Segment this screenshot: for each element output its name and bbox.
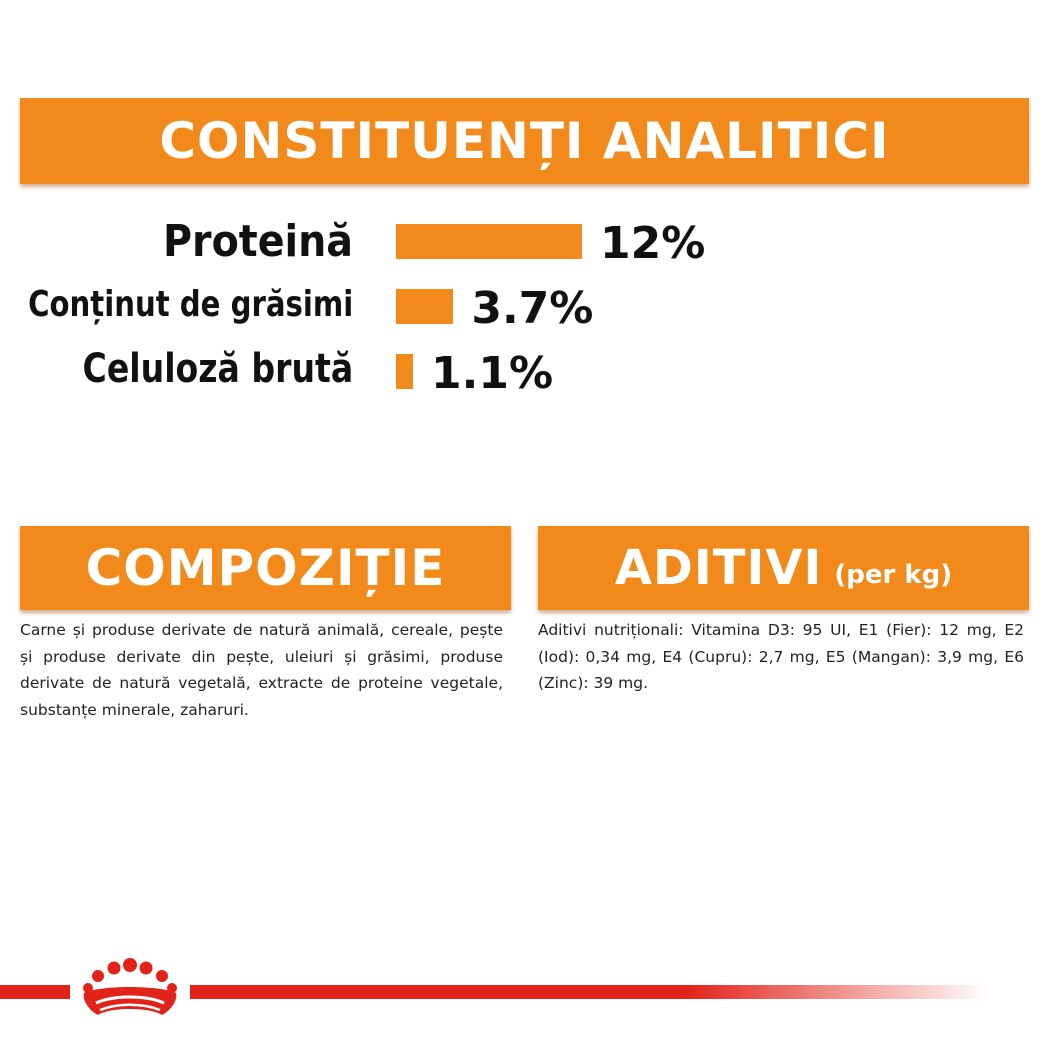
composition-title: COMPOZIȚIE <box>85 539 446 597</box>
fat-content-value: 3.7% <box>471 283 594 334</box>
protein-bar <box>396 224 582 259</box>
crude-fiber-bar <box>396 354 414 389</box>
composition-text: Carne și produse derivate de natură anim… <box>20 621 503 719</box>
protein-label: Proteină <box>163 216 353 267</box>
composition-banner: COMPOZIȚIE <box>20 526 511 610</box>
additives-text: Aditivi nutriționali: Vitamina D3: 95 UI… <box>538 621 1024 692</box>
brand-line-left <box>0 985 70 999</box>
additives-banner: ADITIVI (per kg) <box>538 526 1029 610</box>
royal-canin-crown-icon <box>83 958 177 1015</box>
brand-line-right <box>190 985 990 999</box>
additives-unit-label: (per kg) <box>834 560 953 590</box>
crude-fiber-label: Celuloză brută <box>82 346 353 392</box>
analytic-constituents-title: CONSTITUENȚI ANALITICI <box>159 112 890 170</box>
additives-title: ADITIVI <box>614 540 823 596</box>
fat-content-bar <box>396 289 454 324</box>
protein-value: 12% <box>600 218 706 269</box>
crude-fiber-value: 1.1% <box>431 348 554 399</box>
analytic-constituents-banner: CONSTITUENȚI ANALITICI <box>20 98 1029 184</box>
fat-content-label: Conținut de grăsimi <box>27 284 353 325</box>
